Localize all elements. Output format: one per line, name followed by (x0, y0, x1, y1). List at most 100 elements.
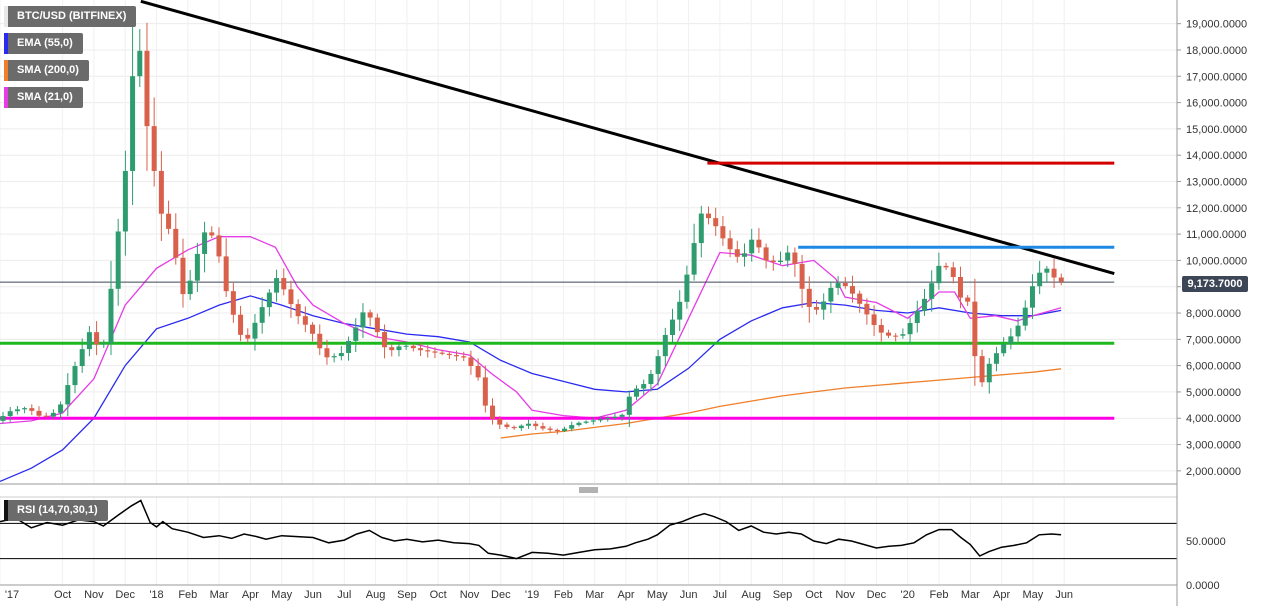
candle-body (245, 334, 251, 339)
rsi-label: RSI (14,70,30,1) (17, 504, 98, 516)
candle (806, 276, 812, 323)
sma-200-legend[interactable]: SMA (200,0) (4, 60, 89, 81)
candle-body (777, 260, 783, 262)
time-tick-label: May (647, 589, 668, 601)
candle-body (36, 410, 42, 416)
candle-body (914, 310, 920, 324)
candle (194, 242, 200, 292)
candle-body (151, 126, 157, 171)
sma-200-swatch (4, 60, 8, 81)
candle-body (1008, 336, 1014, 344)
candle (295, 299, 301, 325)
time-tick-label: Feb (178, 589, 197, 601)
candle (331, 353, 337, 363)
candle-body (252, 322, 258, 339)
candle (576, 421, 582, 427)
rsi-legend[interactable]: RSI (14,70,30,1) (4, 500, 108, 521)
sma-21-line (0, 236, 1062, 425)
ema-legend[interactable]: EMA (55,0) (4, 33, 83, 54)
candle (547, 426, 553, 433)
ema-label: EMA (55,0) (17, 37, 73, 49)
candle-body (857, 293, 863, 304)
candle-body (302, 316, 308, 325)
candle-body (50, 412, 56, 417)
candle-body (957, 276, 963, 298)
candle-body (1001, 343, 1007, 354)
candle (1044, 265, 1050, 283)
candle-body (389, 347, 395, 351)
candle (583, 420, 589, 425)
candle (792, 247, 798, 277)
candle-body (849, 286, 855, 294)
sma-21-legend[interactable]: SMA (21,0) (4, 87, 83, 108)
candle (374, 313, 380, 338)
trendlines (0, 0, 1115, 420)
candle (216, 227, 222, 263)
candle (677, 290, 683, 332)
candle (993, 346, 999, 372)
candle-body (418, 348, 424, 351)
candle-body (130, 76, 136, 171)
candle (554, 428, 560, 435)
candle (50, 409, 56, 419)
candle (907, 317, 913, 345)
candle (943, 262, 949, 271)
candle (396, 343, 402, 357)
price-axis[interactable]: 19,000.0000 18,000.0000 17,000.0000 16,000.… (1177, 19, 1247, 478)
candle-body (475, 366, 481, 378)
candle-body (518, 425, 524, 429)
candle (1029, 274, 1035, 320)
candle (223, 238, 229, 297)
candle (310, 322, 316, 342)
candle-body (511, 426, 517, 429)
price-tick-label: 16,000.0000 (1186, 98, 1247, 110)
candle-body (950, 267, 956, 277)
rsi-line (0, 499, 1062, 560)
candle-body (993, 353, 999, 364)
resize-handle[interactable] (579, 487, 598, 493)
sma-200-label: SMA (200,0) (17, 64, 79, 76)
candle (432, 347, 438, 359)
candle (605, 416, 611, 422)
candle-body (490, 405, 496, 419)
candle-body (454, 355, 460, 357)
candle-body (626, 396, 632, 415)
candle (734, 240, 740, 263)
candle-body (612, 416, 618, 418)
price-tick-label: 6,000.0000 (1186, 361, 1241, 373)
candle (252, 313, 258, 351)
candle (288, 280, 294, 318)
candle (634, 385, 640, 401)
symbol-legend[interactable]: BTC/USD (BITFINEX) (4, 6, 137, 27)
time-tick-label: Nov (84, 589, 104, 601)
candle-body (317, 333, 323, 349)
candle (670, 308, 676, 344)
time-tick-label: Mar (961, 589, 980, 601)
candle-body (828, 287, 834, 302)
candle-body (274, 278, 280, 293)
candle-body (223, 256, 229, 292)
candle (655, 349, 661, 386)
candle (526, 419, 532, 429)
candle-body (338, 353, 344, 357)
candle (900, 328, 906, 339)
candle-body (821, 301, 827, 310)
candle-body (482, 377, 488, 406)
sma-200-line (500, 368, 1062, 439)
time-tick-label: '18 (149, 589, 163, 601)
time-axis[interactable]: '17 Oct Nov Dec '18 Feb Mar Apr May Jun Jul Aug Sep O… (5, 589, 1073, 601)
candle-body (310, 324, 316, 334)
candle-body (72, 366, 78, 386)
candle-body (929, 283, 935, 299)
ema-55-series (0, 295, 1062, 482)
candle-body (94, 332, 100, 345)
candle (598, 416, 604, 423)
candle (338, 346, 344, 361)
candle-body (439, 352, 445, 354)
time-tick-label: Apr (242, 589, 259, 601)
candle-body (763, 247, 769, 261)
candle (79, 338, 85, 373)
candle-body (166, 213, 172, 229)
